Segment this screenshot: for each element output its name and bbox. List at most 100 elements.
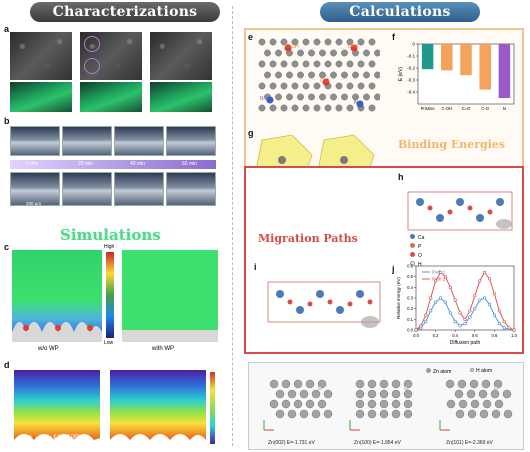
series-point [453,298,457,302]
carbon-atom [335,104,343,112]
optical-strip-2 [62,126,112,156]
label-without-wp: w/o WP [38,346,59,352]
optical-strip-1 [10,126,60,156]
time-label-0: 0 min [26,161,39,167]
carbon-atom [275,49,282,57]
zn-atom [287,389,297,399]
carbon-atom [319,93,326,101]
zn-atom [299,409,309,419]
simulation-without-wp [12,250,102,342]
legend-h-atom: H atom [470,368,492,374]
zn-atom [391,409,401,419]
zn-slab-100 [349,379,413,431]
carbon-atom [313,82,321,90]
simulations-title: Simulations [60,226,161,244]
series-point [482,270,487,274]
carbon-atom [291,60,299,68]
column-divider [232,6,233,446]
carbon-atom [280,38,288,46]
zoom-circle [84,58,100,74]
zn-atom [502,389,512,399]
series-point [453,319,457,324]
x-tick-label: C=O [462,106,471,111]
zn-atom [491,409,501,419]
carbon-atom [335,60,343,68]
zn-atom [311,389,321,399]
carbon-atom [275,71,282,79]
y-tick-label: -0.1 [407,54,415,59]
zn-atom [317,399,327,409]
zn-atom [323,389,333,399]
h-atom [494,386,498,390]
bar-coh [441,44,453,71]
series-point [438,270,443,274]
panel-j-label: j [392,264,395,274]
sem-image-1 [10,32,72,80]
caption-zn100: Zn(100) E=-1.954 eV [354,440,401,446]
carbon-atom [269,104,277,112]
series-point [492,292,496,296]
carbon-atom [297,49,304,57]
legend-p: P [418,244,422,250]
heteroatom [322,78,330,86]
time-label-40: 40 min [130,161,146,167]
carbon-atom [374,71,380,79]
y-tick-label: 0.2 [407,306,413,311]
zn-atom [478,389,488,399]
carbon-atom [264,71,271,79]
series-point [424,319,428,324]
panel-c-label: c [4,242,10,252]
x-tick-label: Pristine [421,106,436,111]
zoom-circle [84,36,100,52]
y-tick-label: 0 [412,42,415,47]
calculations-title: Calculations [320,2,480,22]
zn-atom [305,399,315,409]
height-map-1 [10,82,72,112]
zn-atom [281,379,291,389]
y-tick-label: 0.3 [407,296,413,301]
carbon-atom [324,104,332,112]
carbon-atom [313,104,321,112]
y-tick-label: -0.4 [407,90,415,95]
watermark: WZ 火牛科研圈 [18,434,80,444]
series-point [487,277,492,281]
x-tick-label: 0.8 [491,333,497,338]
carbon-atom [280,60,288,68]
series-point [468,315,472,319]
height-map-2 [80,82,142,112]
zn-atom [493,379,503,389]
panel-i-label: i [254,262,257,272]
carbon-atom [280,82,288,90]
series-point [502,319,506,324]
x-tick-label: C-O [481,106,489,111]
carbon-atom [346,38,354,46]
element-legend: Ca P O H [410,234,424,268]
carbon-atom [346,104,354,112]
sem-image-3 [150,32,212,80]
series-point [429,296,433,300]
carbon-atom [258,60,266,68]
binding-energies-heading: Binding Energies [398,138,506,151]
y-axis-label: Relative energy (eV) [396,277,401,319]
carbon-atom [363,93,370,101]
carbon-atom [269,82,277,90]
series-point [473,294,477,298]
carbon-atom [368,60,376,68]
zn-atom [281,399,291,409]
zn-atom [379,409,389,419]
bar-pristine [421,44,434,70]
caption-zn101: Zn(101) E=-2.369 eV [446,440,493,446]
carbon-atom [302,82,310,90]
legend-label: Path 1 [432,270,446,275]
zn-atom [323,409,333,419]
carbon-atom [363,49,370,57]
carbon-atom [291,104,299,112]
carbon-atom [363,71,370,79]
series-point [443,300,448,304]
carbon-atom [302,60,310,68]
zn-atom [299,389,309,399]
panel-b-label: b [4,116,10,126]
zn-atom [469,379,479,389]
e-label-n2: N [354,100,358,106]
series-point [478,279,482,283]
